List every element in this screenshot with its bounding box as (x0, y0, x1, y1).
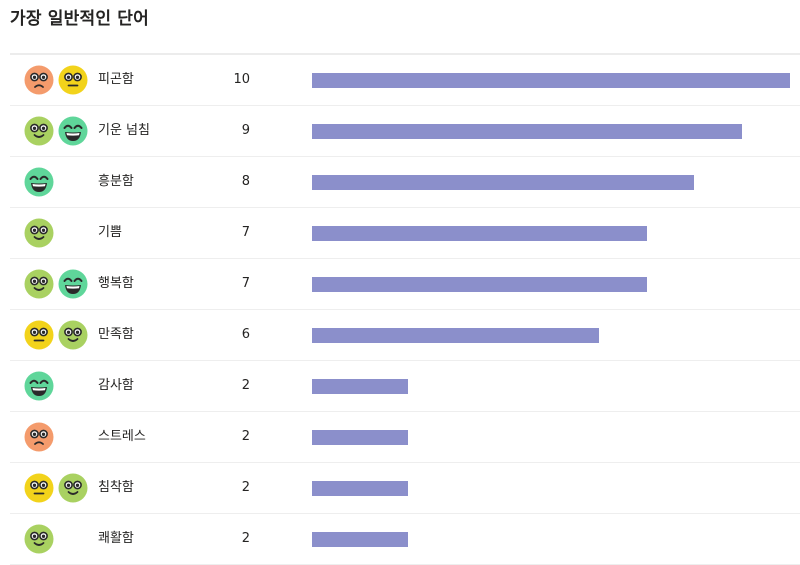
sentiment-faces (24, 65, 88, 95)
smile-face-icon (58, 473, 88, 503)
word-count: 2 (241, 378, 250, 393)
word-label: 감사함 (98, 378, 134, 393)
sad-face-icon (24, 65, 54, 95)
smile-face-icon (24, 524, 54, 554)
grin-face-icon (24, 371, 54, 401)
word-row[interactable]: 스트레스 2 (10, 412, 800, 463)
word-label: 기운 넘침 (98, 123, 150, 138)
word-count: 2 (241, 480, 250, 495)
sentiment-faces (24, 524, 54, 554)
sentiment-faces (24, 422, 54, 452)
grin-face-icon (58, 269, 88, 299)
smile-face-icon (58, 320, 88, 350)
count-bar[interactable] (312, 73, 790, 88)
word-count: 10 (233, 72, 250, 87)
word-row[interactable]: 피곤함 10 (10, 55, 800, 106)
sentiment-faces (24, 320, 88, 350)
word-count: 7 (241, 276, 250, 291)
word-row[interactable]: 흥분함 8 (10, 157, 800, 208)
word-label: 쾌활함 (98, 531, 134, 546)
sad-face-icon (24, 422, 54, 452)
neutral-face-icon (24, 320, 54, 350)
count-bar[interactable] (312, 532, 408, 547)
word-count: 2 (241, 429, 250, 444)
word-row[interactable]: 감사함 2 (10, 361, 800, 412)
word-count: 8 (241, 174, 250, 189)
count-bar[interactable] (312, 379, 408, 394)
word-label: 침착함 (98, 480, 134, 495)
word-count: 6 (241, 327, 250, 342)
count-bar[interactable] (312, 226, 647, 241)
sentiment-faces (24, 116, 88, 146)
smile-face-icon (24, 269, 54, 299)
word-row[interactable]: 기쁨 7 (10, 208, 800, 259)
word-row[interactable]: 만족함 6 (10, 310, 800, 361)
sentiment-faces (24, 167, 54, 197)
word-row[interactable]: 쾌활함 2 (10, 514, 800, 565)
sentiment-faces (24, 269, 88, 299)
smile-face-icon (24, 116, 54, 146)
count-bar[interactable] (312, 277, 647, 292)
count-bar[interactable] (312, 175, 694, 190)
count-bar[interactable] (312, 328, 599, 343)
sentiment-faces (24, 473, 88, 503)
word-row[interactable]: 침착함 2 (10, 463, 800, 514)
neutral-face-icon (58, 65, 88, 95)
word-label: 스트레스 (98, 429, 146, 444)
sentiment-faces (24, 218, 54, 248)
word-row[interactable]: 행복함 7 (10, 259, 800, 310)
count-bar[interactable] (312, 124, 742, 139)
word-label: 기쁨 (98, 225, 122, 240)
header-divider (10, 53, 800, 55)
word-label: 흥분함 (98, 174, 134, 189)
word-count: 7 (241, 225, 250, 240)
word-count: 2 (241, 531, 250, 546)
word-row[interactable]: 기운 넘침 9 (10, 106, 800, 157)
word-label: 행복함 (98, 276, 134, 291)
count-bar[interactable] (312, 481, 408, 496)
grin-face-icon (58, 116, 88, 146)
word-label: 피곤함 (98, 72, 134, 87)
page-title: 가장 일반적인 단어 (10, 9, 149, 29)
word-label: 만족함 (98, 327, 134, 342)
count-bar[interactable] (312, 430, 408, 445)
neutral-face-icon (24, 473, 54, 503)
word-count: 9 (241, 123, 250, 138)
sentiment-faces (24, 371, 54, 401)
smile-face-icon (24, 218, 54, 248)
word-list: 피곤함 10 기운 넘침 9 흥분함 8 기쁨 7 행복함 7 만족함 6 감사함 2 스트레스 2 침착함 2 쾌… (0, 55, 800, 565)
grin-face-icon (24, 167, 54, 197)
